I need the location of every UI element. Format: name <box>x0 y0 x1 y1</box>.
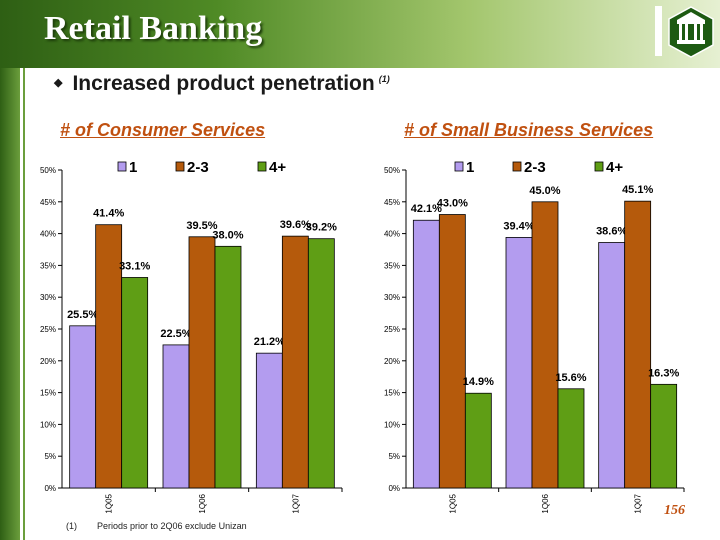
small-business-y-tick-label: 10% <box>384 420 400 429</box>
bullet-point: ◆ Increased product penetration (1) <box>54 72 390 96</box>
consumer-data-label: 22.5% <box>160 328 191 340</box>
small-business-y-tick-label: 50% <box>384 166 400 175</box>
small-business-data-label: 45.1% <box>622 184 653 196</box>
consumer-y-tick-label: 40% <box>40 230 56 239</box>
consumer-y-tick-label: 50% <box>40 166 56 175</box>
small-business-legend-swatch <box>512 161 522 172</box>
consumer-y-tick-label: 15% <box>40 389 56 398</box>
small-business-legend-label: 4+ <box>606 159 623 176</box>
consumer-y-tick-label: 10% <box>40 420 56 429</box>
consumer-legend-label: 4+ <box>269 159 286 176</box>
consumer-y-tick-label: 0% <box>44 484 56 493</box>
consumer-data-label: 21.2% <box>254 336 285 348</box>
bullet-footnote-marker: (1) <box>378 74 390 84</box>
consumer-data-label: 38.0% <box>212 229 243 241</box>
page-title: Retail Banking <box>44 10 263 47</box>
small-business-data-label: 42.1% <box>411 203 442 215</box>
consumer-data-label: 33.1% <box>119 260 150 272</box>
small-business-category-label: 1Q07 <box>634 493 643 513</box>
small-business-data-label: 14.9% <box>463 376 494 388</box>
left-rail <box>0 68 20 540</box>
bank-logo-icon <box>668 6 714 58</box>
small-business-y-tick-label: 20% <box>384 357 400 366</box>
bullet-text: Increased product penetration <box>72 72 375 95</box>
footnote-text: Periods prior to 2Q06 exclude Unizan <box>97 521 247 531</box>
rail-line <box>23 68 25 540</box>
consumer-data-label: 39.5% <box>186 220 217 232</box>
consumer-data-label: 39.2% <box>306 222 337 234</box>
small-business-y-tick-label: 45% <box>384 198 400 207</box>
small-business-data-label: 16.3% <box>648 367 679 379</box>
page-number: 156 <box>664 503 685 518</box>
small-business-bar <box>531 201 559 489</box>
consumer-y-tick-label: 45% <box>40 198 56 207</box>
footnote: (1) Periods prior to 2Q06 exclude Unizan <box>66 521 247 531</box>
consumer-bar <box>69 325 97 489</box>
consumer-legend-swatch <box>257 161 267 172</box>
consumer-data-label: 39.6% <box>280 219 311 231</box>
small-business-category-label: 1Q05 <box>448 493 457 513</box>
small-business-data-label: 43.0% <box>437 198 468 210</box>
consumer-y-tick-label: 5% <box>44 452 56 461</box>
consumer-bar <box>188 236 216 489</box>
small-business-bar <box>557 388 585 489</box>
small-business-chart-title: # of Small Business Services <box>404 120 654 140</box>
diamond-bullet-icon: ◆ <box>54 76 63 89</box>
small-business-data-label: 45.0% <box>529 185 560 197</box>
small-business-legend-swatch <box>454 161 464 172</box>
small-business-bar <box>598 242 626 489</box>
consumer-legend-swatch <box>175 161 185 172</box>
consumer-y-tick-label: 30% <box>40 293 56 302</box>
consumer-bar <box>162 344 190 489</box>
consumer-y-tick-label: 25% <box>40 325 56 334</box>
small-business-bar <box>650 383 678 489</box>
small-business-y-tick-label: 40% <box>384 230 400 239</box>
footnote-number: (1) <box>66 521 77 531</box>
small-business-y-tick-label: 25% <box>384 325 400 334</box>
consumer-bar <box>214 245 242 489</box>
small-business-data-label: 39.4% <box>503 220 534 232</box>
small-business-legend-label: 1 <box>466 159 474 176</box>
consumer-bar <box>281 235 309 489</box>
small-business-bar <box>464 392 492 489</box>
consumer-data-label: 41.4% <box>93 208 124 220</box>
consumer-bar <box>255 352 283 489</box>
small-business-legend-label: 2-3 <box>524 159 546 176</box>
consumer-category-label: 1Q07 <box>291 493 300 513</box>
small-business-data-label: 15.6% <box>555 372 586 384</box>
small-business-category-label: 1Q06 <box>541 493 550 513</box>
small-business-y-tick-label: 5% <box>388 452 400 461</box>
consumer-legend-label: 2-3 <box>187 159 209 176</box>
consumer-y-tick-label: 20% <box>40 357 56 366</box>
small-business-bar <box>624 200 652 489</box>
consumer-bar <box>95 224 123 489</box>
small-business-bar <box>505 237 533 489</box>
small-business-y-tick-label: 30% <box>384 293 400 302</box>
small-business-bar <box>438 214 466 489</box>
consumer-chart-title: # of Consumer Services <box>60 120 266 140</box>
small-business-y-tick-label: 0% <box>388 484 400 493</box>
small-business-data-label: 38.6% <box>596 226 627 238</box>
small-business-y-tick-label: 35% <box>384 261 400 270</box>
consumer-category-label: 1Q05 <box>105 493 114 513</box>
consumer-y-tick-label: 35% <box>40 261 56 270</box>
small-business-legend-swatch <box>594 161 604 172</box>
small-business-y-tick-label: 15% <box>384 389 400 398</box>
consumer-bar <box>307 238 335 489</box>
consumer-legend-label: 1 <box>129 159 137 176</box>
consumer-category-label: 1Q06 <box>198 493 207 513</box>
consumer-bar <box>121 277 149 489</box>
logo-bar <box>655 6 662 56</box>
consumer-legend-swatch <box>117 161 127 172</box>
consumer-data-label: 25.5% <box>67 309 98 321</box>
small-business-bar <box>412 219 440 489</box>
title-banner <box>0 0 720 68</box>
